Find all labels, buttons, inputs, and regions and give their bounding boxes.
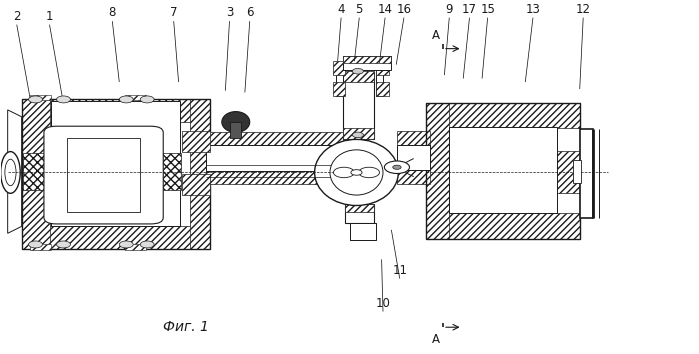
Ellipse shape <box>140 96 154 103</box>
Text: 9: 9 <box>445 3 453 16</box>
Bar <box>426 213 579 239</box>
Bar <box>376 82 389 96</box>
Bar <box>206 145 343 171</box>
Text: А: А <box>432 29 440 42</box>
Bar <box>22 226 210 249</box>
Bar <box>426 103 579 239</box>
Bar <box>345 205 374 212</box>
Polygon shape <box>343 56 391 70</box>
Text: 12: 12 <box>576 3 591 16</box>
Text: 16: 16 <box>396 3 412 16</box>
Bar <box>182 131 210 152</box>
Text: 2: 2 <box>13 10 20 23</box>
Text: 3: 3 <box>226 6 233 19</box>
Ellipse shape <box>120 96 134 103</box>
Text: 17: 17 <box>462 3 477 16</box>
Text: 7: 7 <box>170 6 178 19</box>
Text: 15: 15 <box>480 3 495 16</box>
Bar <box>572 160 581 183</box>
Text: 6: 6 <box>246 6 254 19</box>
Bar <box>426 103 449 239</box>
Ellipse shape <box>222 112 250 132</box>
Ellipse shape <box>359 167 380 178</box>
Text: Фиг. 1: Фиг. 1 <box>163 320 208 334</box>
Bar <box>449 127 557 213</box>
Bar <box>376 61 389 75</box>
Ellipse shape <box>393 165 401 169</box>
Bar <box>397 145 431 170</box>
Bar <box>343 71 374 82</box>
Ellipse shape <box>57 241 71 248</box>
Text: 13: 13 <box>526 3 540 16</box>
FancyBboxPatch shape <box>44 126 164 224</box>
Text: А: А <box>432 333 440 347</box>
Ellipse shape <box>140 241 154 248</box>
Bar <box>554 151 582 193</box>
Bar <box>125 245 146 250</box>
Ellipse shape <box>351 170 362 175</box>
Text: 14: 14 <box>377 3 393 16</box>
Bar <box>343 128 374 139</box>
Bar <box>230 122 241 138</box>
Bar <box>190 99 210 249</box>
Bar <box>22 99 210 249</box>
Text: 4: 4 <box>338 3 345 16</box>
Ellipse shape <box>57 96 71 103</box>
Bar <box>397 131 431 145</box>
Bar <box>22 99 210 122</box>
Polygon shape <box>343 70 374 139</box>
Bar <box>30 245 51 250</box>
Bar <box>153 153 180 190</box>
Ellipse shape <box>330 150 383 195</box>
Bar <box>333 61 345 75</box>
Bar <box>22 99 50 249</box>
Text: 1: 1 <box>45 10 53 23</box>
Bar <box>580 129 593 218</box>
Bar <box>343 56 391 63</box>
Bar <box>30 95 51 100</box>
Bar <box>523 152 547 190</box>
Polygon shape <box>8 110 22 233</box>
Bar <box>67 138 140 212</box>
Ellipse shape <box>29 241 43 248</box>
Ellipse shape <box>5 159 16 185</box>
Polygon shape <box>345 205 374 223</box>
Text: 10: 10 <box>375 297 391 310</box>
Bar <box>206 132 343 145</box>
Bar <box>350 223 376 229</box>
Text: 8: 8 <box>108 6 116 19</box>
Polygon shape <box>376 68 383 96</box>
Ellipse shape <box>352 68 363 74</box>
Ellipse shape <box>315 139 398 205</box>
Ellipse shape <box>352 132 363 138</box>
Bar <box>182 174 210 195</box>
Bar <box>426 103 579 128</box>
Bar <box>333 82 345 96</box>
Bar <box>23 153 50 190</box>
Ellipse shape <box>384 161 410 173</box>
Ellipse shape <box>333 167 354 178</box>
Bar <box>206 171 343 184</box>
Bar <box>125 95 146 100</box>
Ellipse shape <box>120 241 134 248</box>
Polygon shape <box>336 68 343 96</box>
Bar <box>350 223 376 240</box>
Text: 11: 11 <box>392 264 408 277</box>
Ellipse shape <box>29 96 43 103</box>
Bar <box>51 101 180 226</box>
Bar <box>397 170 431 184</box>
Ellipse shape <box>1 152 20 193</box>
Text: 5: 5 <box>356 3 363 16</box>
Bar <box>350 234 376 240</box>
Bar <box>451 152 475 190</box>
